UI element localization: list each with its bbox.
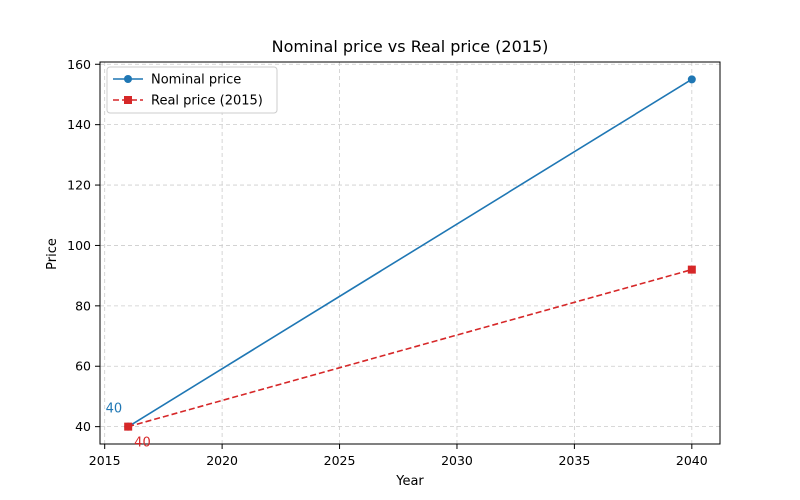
x-tick-label: 2030 — [441, 453, 473, 468]
chart-title: Nominal price vs Real price (2015) — [272, 37, 549, 56]
annotation-layer: 40 40 — [106, 402, 151, 451]
axes: 2015 2020 2025 2030 2035 2040 40 60 80 100 120 140 1… — [67, 57, 708, 468]
y-tick-label: 120 — [67, 178, 91, 193]
data-point-nominal-price — [687, 75, 696, 84]
y-tick-label: 160 — [67, 57, 91, 72]
y-tick-label: 60 — [75, 359, 91, 374]
legend: Nominal price Real price (2015) — [106, 66, 278, 114]
data-point-real-price-2015 — [124, 422, 133, 431]
data-label: 40 — [134, 436, 151, 451]
x-tick-label: 2025 — [324, 453, 356, 468]
data-point-real-price-2015 — [687, 265, 696, 274]
y-tick-label: 40 — [75, 419, 91, 434]
series-line-nominal-price — [127, 78, 693, 428]
y-axis-label: Price — [45, 238, 60, 270]
legend-label: Real price (2015) — [151, 94, 263, 109]
grid — [100, 62, 720, 444]
legend-marker — [124, 96, 132, 104]
plot-frame — [99, 61, 721, 445]
data-label: 40 — [106, 402, 123, 417]
legend-label: Nominal price — [151, 73, 241, 88]
x-axis-label: Year — [395, 474, 424, 489]
x-tick-label: 2035 — [558, 453, 590, 468]
series-layer — [124, 75, 696, 431]
legend-marker — [124, 75, 132, 83]
x-tick-label: 2040 — [676, 453, 708, 468]
y-tick-label: 140 — [67, 117, 91, 132]
x-tick-label: 2015 — [89, 453, 121, 468]
series-line-real-price-2015 — [127, 268, 693, 428]
legend-box — [106, 66, 278, 114]
x-tick-label: 2020 — [206, 453, 238, 468]
y-tick-label: 80 — [75, 298, 91, 313]
y-tick-label: 100 — [67, 238, 91, 253]
